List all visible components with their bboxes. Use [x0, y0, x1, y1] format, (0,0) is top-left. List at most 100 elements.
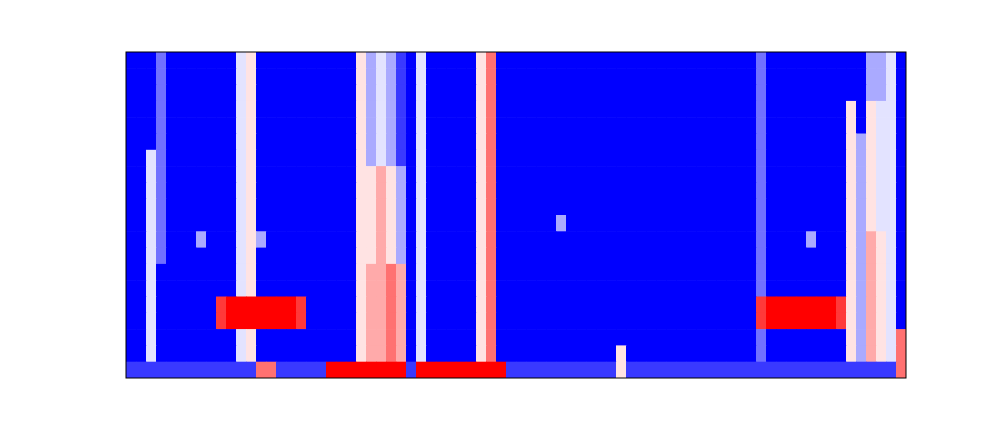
heatmap-cell: [576, 117, 587, 134]
heatmap-cell: [756, 313, 767, 330]
heatmap-cell: [506, 248, 517, 265]
heatmap-cell: [616, 52, 627, 69]
heatmap-cell: [306, 117, 317, 134]
heatmap-cell: [486, 150, 497, 167]
heatmap-cell: [396, 215, 407, 232]
heatmap-cell: [896, 134, 906, 151]
heatmap-cell: [306, 362, 317, 378]
heatmap-cell: [406, 231, 417, 248]
heatmap-cell: [576, 297, 587, 314]
heatmap-cell: [596, 182, 607, 199]
heatmap-cell: [836, 134, 847, 151]
heatmap-cell: [616, 248, 627, 265]
heatmap-cell: [816, 85, 827, 102]
heatmap-cell: [176, 68, 187, 85]
heatmap-cell: [546, 134, 557, 151]
heatmap-cell: [316, 52, 327, 69]
heatmap-cell: [716, 345, 727, 362]
heatmap-cell: [246, 182, 257, 199]
heatmap-cell: [156, 117, 167, 134]
heatmap-cell: [336, 134, 347, 151]
heatmap-cell: [586, 150, 597, 167]
heatmap-cell: [726, 150, 737, 167]
heatmap-cell: [286, 117, 297, 134]
heatmap-cell: [776, 68, 787, 85]
heatmap-cell: [396, 134, 407, 151]
heatmap-cell: [466, 264, 477, 281]
heatmap-cell: [636, 215, 647, 232]
heatmap-cell: [576, 264, 587, 281]
heatmap-cell: [426, 313, 437, 330]
heatmap-cell: [446, 166, 457, 183]
heatmap-cell: [356, 345, 367, 362]
heatmap-cell: [856, 329, 867, 346]
heatmap-cell: [366, 248, 377, 265]
heatmap-cell: [596, 362, 607, 378]
heatmap-cell: [406, 52, 417, 69]
heatmap-cell: [656, 52, 667, 69]
heatmap-cell: [866, 248, 877, 265]
heatmap-cell: [206, 68, 217, 85]
heatmap-cell: [466, 215, 477, 232]
heatmap-cell: [156, 215, 167, 232]
heatmap-cell: [736, 362, 747, 378]
heatmap-cell: [676, 329, 687, 346]
heatmap-cell: [376, 231, 387, 248]
heatmap-cell: [626, 345, 637, 362]
heatmap-cell: [516, 117, 527, 134]
heatmap-cell: [346, 215, 357, 232]
heatmap-cell: [806, 199, 817, 216]
heatmap-cell: [646, 101, 657, 118]
heatmap-cell: [306, 215, 317, 232]
heatmap-cell: [626, 297, 637, 314]
heatmap-cell: [536, 85, 547, 102]
heatmap-cell: [316, 231, 327, 248]
heatmap-cell: [426, 52, 437, 69]
heatmap-cell: [646, 150, 657, 167]
heatmap-cell: [676, 248, 687, 265]
heatmap-cell: [526, 280, 537, 297]
heatmap-cell: [716, 313, 727, 330]
heatmap-cell: [456, 134, 467, 151]
heatmap-cell: [196, 166, 207, 183]
heatmap-cell: [546, 199, 557, 216]
heatmap-cell: [226, 313, 237, 330]
heatmap-cell: [266, 345, 277, 362]
heatmap-cell: [146, 52, 157, 69]
heatmap-cell: [336, 150, 347, 167]
heatmap-cell: [586, 134, 597, 151]
heatmap-cell: [156, 264, 167, 281]
heatmap-cell: [266, 85, 277, 102]
heatmap-cell: [676, 85, 687, 102]
heatmap-cell: [376, 101, 387, 118]
heatmap-cell: [416, 297, 427, 314]
heatmap-cell: [126, 166, 137, 183]
heatmap-cell: [636, 52, 647, 69]
heatmap-cell: [306, 166, 317, 183]
heatmap-cell: [336, 264, 347, 281]
heatmap-cell: [696, 166, 707, 183]
heatmap-cell: [176, 199, 187, 216]
heatmap-cell: [476, 52, 487, 69]
heatmap-cell: [456, 182, 467, 199]
heatmap-cell: [176, 166, 187, 183]
heatmap-cell: [796, 85, 807, 102]
heatmap-cell: [296, 85, 307, 102]
heatmap-cell: [606, 264, 617, 281]
heatmap-cell: [516, 199, 527, 216]
heatmap-cell: [756, 85, 767, 102]
heatmap-cell: [846, 362, 857, 378]
heatmap-cell: [206, 101, 217, 118]
heatmap-cell: [866, 215, 877, 232]
heatmap-cell: [216, 134, 227, 151]
heatmap-cell: [296, 264, 307, 281]
heatmap-cell: [236, 313, 247, 330]
heatmap-cell: [556, 101, 567, 118]
heatmap-cell: [546, 101, 557, 118]
heatmap-cell: [836, 68, 847, 85]
heatmap-cell: [236, 329, 247, 346]
heatmap-cell: [266, 329, 277, 346]
heatmap-cell: [776, 362, 787, 378]
heatmap-cell: [766, 215, 777, 232]
heatmap-cell: [586, 52, 597, 69]
